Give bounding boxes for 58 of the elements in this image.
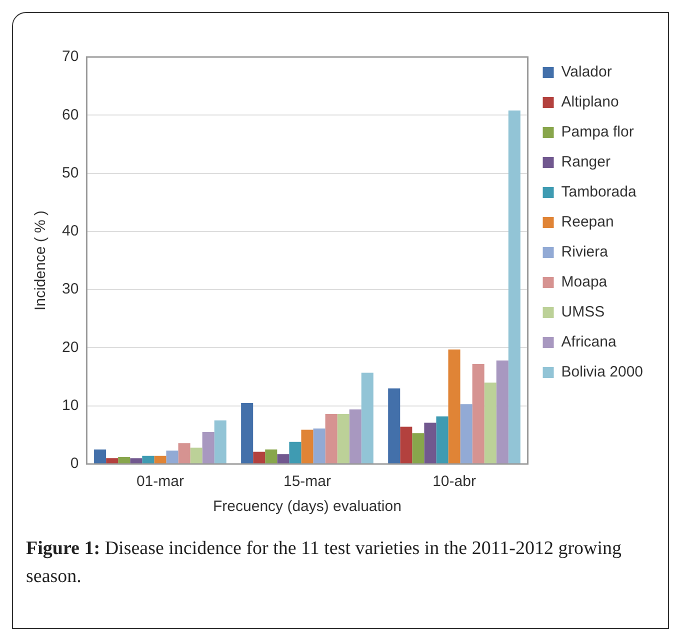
- y-tick-label: 70: [62, 48, 79, 66]
- bar: [325, 414, 338, 464]
- legend-label: Ranger: [561, 154, 610, 171]
- bar: [400, 426, 412, 464]
- bar: [289, 442, 302, 464]
- legend-label: Reepan: [561, 214, 614, 231]
- text: Figure 1: Disease incidence for the 11 test varieties in the 2011-2012 growing season.: [26, 538, 622, 587]
- legend-label: Tamborada: [561, 184, 637, 201]
- y-tick-label: 50: [62, 164, 79, 182]
- bar: [178, 443, 190, 464]
- legend-label: Altiplano: [561, 94, 619, 111]
- y-axis-title: Incidence ( % ): [32, 210, 50, 311]
- x-axis-title: Frecuency (days) evaluation: [213, 498, 402, 516]
- bar: [118, 457, 130, 464]
- bar: [496, 360, 508, 464]
- y-tick-label: 30: [62, 280, 79, 298]
- legend-label: Riviera: [561, 244, 609, 261]
- bar: [472, 364, 484, 464]
- bar: [448, 349, 460, 464]
- legend-label: Pampa flor: [561, 124, 634, 141]
- bar: [313, 428, 326, 464]
- bar: [361, 372, 374, 464]
- x-tick-label: 15-mar: [283, 473, 331, 490]
- bar: [349, 409, 362, 464]
- legend-label: Bolivia 2000: [561, 364, 644, 381]
- bar: [166, 450, 178, 464]
- y-tick-label: 40: [62, 222, 79, 240]
- bar: [202, 432, 214, 464]
- legend-label: Valador: [561, 64, 612, 81]
- bar: [94, 449, 106, 464]
- legend-label: Africana: [561, 334, 617, 351]
- bar: [388, 388, 400, 464]
- bar: [301, 430, 314, 464]
- legend-label: Moapa: [561, 274, 608, 291]
- bar: [214, 420, 226, 464]
- bar: [412, 433, 424, 464]
- x-tick-label: 01-mar: [136, 473, 184, 490]
- bar: [253, 452, 266, 464]
- bar: [277, 454, 290, 464]
- bar: [436, 416, 448, 464]
- bar: [154, 456, 166, 464]
- bar: [106, 458, 118, 464]
- y-tick-label: 20: [62, 338, 79, 356]
- bar: [337, 414, 350, 464]
- y-tick-label: 10: [62, 397, 79, 414]
- bar: [484, 382, 496, 464]
- y-tick-label: 60: [62, 106, 79, 124]
- x-tick-label: 10-abr: [432, 473, 476, 490]
- bar: [130, 458, 142, 464]
- bar: [460, 404, 472, 464]
- bar: [265, 449, 278, 464]
- bar: [190, 448, 202, 464]
- bar: [142, 456, 154, 464]
- y-tick-label: 0: [70, 455, 79, 472]
- bar: [508, 110, 520, 464]
- bar: [241, 402, 254, 464]
- bar: [424, 422, 436, 464]
- legend-label: UMSS: [561, 304, 605, 321]
